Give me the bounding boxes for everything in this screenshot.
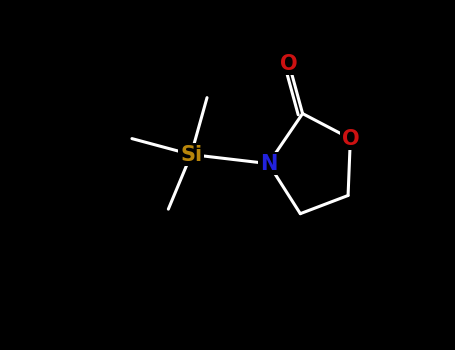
Text: O: O <box>280 54 298 74</box>
Text: O: O <box>342 128 359 149</box>
Text: N: N <box>260 154 277 174</box>
Text: Si: Si <box>180 145 202 164</box>
